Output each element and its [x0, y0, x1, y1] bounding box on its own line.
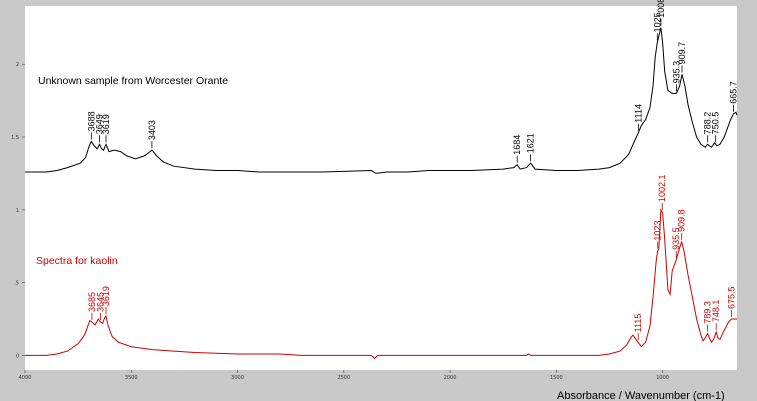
peak-label-1-12: 788.2	[703, 112, 713, 135]
x-tick-label-1: 4000	[19, 375, 32, 381]
peak-label-2-11: 675.5	[727, 286, 737, 309]
peak-label-2-10: 748.1	[711, 300, 721, 323]
x-axis-label: Absorbance / Wavenumber (cm-1)	[557, 390, 725, 401]
x-tick-label-6: 1500	[550, 375, 563, 381]
legend-layer: Unknown sample from Worcester Orante Spe…	[36, 75, 228, 267]
x-tick-label-7: 1000	[656, 375, 669, 381]
peak-label-2-4: 1115	[633, 314, 643, 333]
peak-label-2-3: 3619	[101, 286, 111, 306]
peak-label-2-6: 1002.1	[657, 174, 667, 202]
x-tick-label-5: 2000	[444, 375, 457, 381]
peak-label-1-6: 1621	[526, 133, 536, 153]
peak-label-1-8: 1025	[652, 12, 662, 32]
y-tick-label-3: 1	[16, 208, 19, 214]
peak-label-1-7: 1114	[633, 104, 643, 123]
peak-label-1-11: 909.7	[677, 42, 687, 65]
y-tick-label-4: 1.5	[11, 135, 19, 141]
peak-label-2-9: 789.3	[703, 301, 713, 324]
y-tick-label-2: .5	[14, 281, 19, 287]
peak-label-1-1: 3688	[86, 111, 96, 131]
series-layer	[25, 27, 738, 360]
x-tick-label-2: 3500	[125, 375, 138, 381]
peak-label-1-5: 1684	[512, 135, 522, 155]
legend-series-2: Spectra for kaolin	[36, 255, 118, 267]
x-tick-label-4: 2500	[337, 375, 350, 381]
peak-label-1-14: 665.7	[729, 81, 739, 104]
x-tick-label-3: 3000	[231, 375, 244, 381]
peak-label-1-3: 3619	[101, 114, 111, 134]
y-tick-label-5: 2	[16, 62, 19, 68]
series-line-1	[25, 27, 738, 174]
series-line-2	[25, 208, 737, 360]
peak-label-1-2: 3649	[95, 114, 105, 134]
peak-label-2-5: 1023	[653, 221, 663, 241]
peak-label-1-4: 3403	[147, 120, 157, 140]
peak-label-2-2: 3645	[96, 292, 106, 312]
peak-label-1-9: 1008.3	[656, 0, 666, 18]
peak-label-1-10: 935.3	[671, 61, 681, 84]
peak-label-2-1: 3685	[87, 292, 97, 312]
peak-label-2-7: 935.5	[671, 227, 681, 250]
legend-series-1: Unknown sample from Worcester Orante	[38, 75, 228, 87]
peak-label-1-13: 750.5	[711, 112, 721, 135]
y-tick-label-1: 0	[16, 353, 19, 359]
axis-layer: 4000 3500 3000 2500 2000 1500 1000 0 .5 1 1.5 2	[11, 62, 669, 381]
peak-label-2-8: 909.8	[677, 209, 687, 232]
plot-area	[25, 6, 737, 370]
